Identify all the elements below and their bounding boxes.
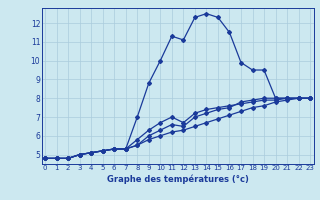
X-axis label: Graphe des températures (°c): Graphe des températures (°c) bbox=[107, 174, 249, 184]
